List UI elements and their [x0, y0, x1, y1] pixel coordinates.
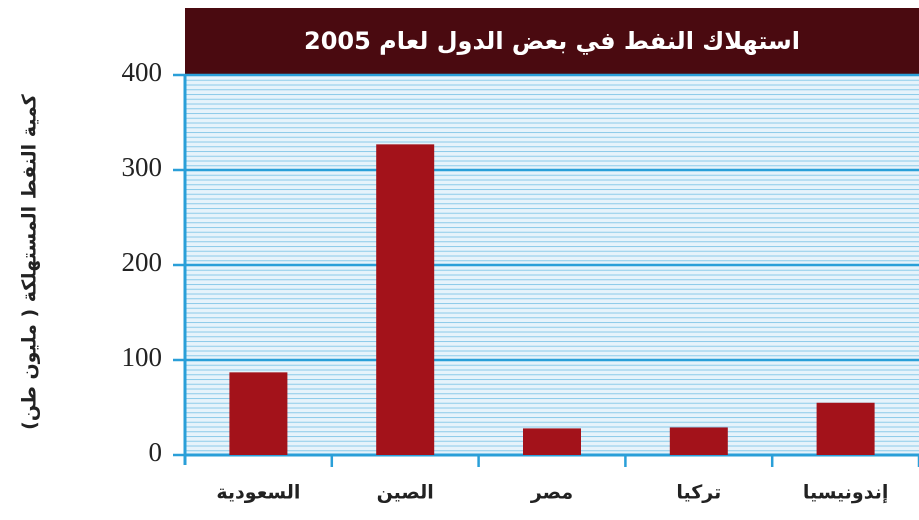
y-tick-label: 200: [122, 247, 163, 277]
bar: [523, 428, 581, 455]
y-axis-label: كمية النفط المستهلكة ( مليون طن): [19, 93, 41, 430]
x-tick-label: الصين: [377, 482, 434, 504]
chart-title: استهلاك النفط في بعض الدول لعام 2005: [304, 27, 800, 55]
x-tick-label: مصر: [530, 482, 573, 504]
y-tick-label: 100: [122, 342, 163, 372]
x-tick-label: السعودية: [216, 482, 300, 504]
y-tick-label: 300: [122, 152, 163, 182]
bar: [669, 427, 728, 455]
x-tick-label: تركيا: [676, 482, 721, 504]
bar: [376, 144, 435, 455]
bar: [229, 372, 288, 455]
x-tick-label: إندونيسيا: [803, 482, 889, 504]
title-banner: [185, 8, 919, 75]
y-tick-label: 0: [149, 437, 163, 467]
y-tick-label: 400: [122, 57, 163, 87]
bar: [816, 402, 875, 455]
